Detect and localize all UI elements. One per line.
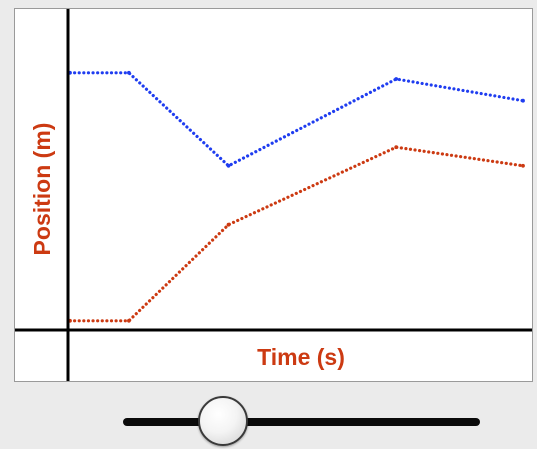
series-1-point — [127, 70, 131, 75]
chart-canvas: Time (s) Position (m) — [15, 9, 532, 381]
series-1-point — [521, 98, 525, 103]
series-2-point — [226, 222, 231, 227]
series-2-point — [127, 318, 131, 323]
series-1-line — [68, 71, 525, 168]
series-layer — [68, 70, 525, 323]
series-1-point — [226, 163, 231, 168]
slider-knob[interactable] — [197, 396, 248, 446]
series-1-point — [394, 77, 399, 81]
series-2-point — [394, 145, 399, 150]
slider-track[interactable] — [123, 418, 480, 426]
position-time-graph: Time (s) Position (m) — [14, 8, 533, 382]
x-axis-title: Time (s) — [257, 344, 345, 370]
series-2-line — [68, 145, 525, 323]
time-slider — [0, 382, 537, 449]
y-axis-title: Position (m) — [29, 123, 55, 256]
series-2-point — [521, 163, 525, 168]
